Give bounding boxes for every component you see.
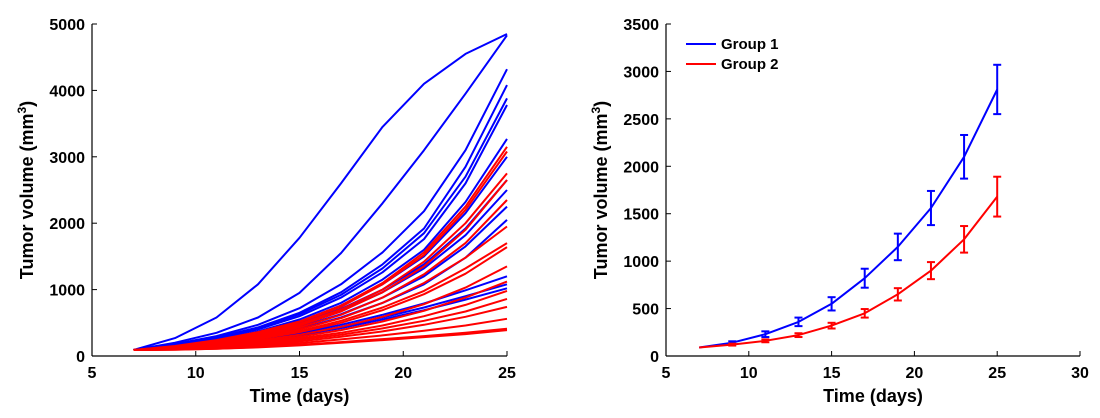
- right-y-tick-label: 0: [650, 349, 659, 366]
- left-x-tick-label: 25: [498, 365, 516, 382]
- right-y-tick-label: 1000: [623, 254, 659, 271]
- left-series-line-group1-0: [133, 33, 508, 351]
- right-y-tick-label: 1500: [623, 207, 659, 224]
- right-y-tick-label: 2500: [623, 112, 659, 129]
- left-y-tick-label: 5000: [49, 17, 85, 34]
- left-y-tick-label: 0: [76, 349, 85, 366]
- right-x-tick-label: 10: [740, 365, 758, 382]
- right-panel: 5 10 15 20 25 30 0 500 1000 1500 2000 2500 3000 3500 T…: [589, 17, 1089, 406]
- right-x-axis-label: Time (days): [823, 386, 923, 406]
- right-y-tick-label: 3500: [623, 17, 659, 34]
- left-x-tick-label: 5: [88, 365, 97, 382]
- right-x-tick-label: 15: [823, 365, 841, 382]
- left-x-tick-label: 20: [394, 365, 412, 382]
- right-legend: Group 1 Group 2: [686, 36, 779, 73]
- left-y-tick-label: 2000: [49, 216, 85, 233]
- left-x-tick-label: 10: [187, 365, 205, 382]
- left-y-tick-label: 4000: [49, 83, 85, 100]
- right-series-line-group-2-1: [699, 195, 998, 349]
- right-x-tick-label: 20: [906, 365, 924, 382]
- left-series-line-group1-1: [133, 34, 508, 351]
- left-y-axis-label: Tumor volume (mm3): [15, 101, 37, 279]
- left-series-line-group2-30: [133, 329, 508, 351]
- left-x-axis-label: Time (days): [250, 386, 350, 406]
- right-x-tick-label: 5: [662, 365, 671, 382]
- right-series-line-group-1-0: [698, 89, 999, 349]
- right-legend-label: Group 2: [721, 56, 779, 73]
- right-y-tick-label: 3000: [623, 64, 659, 81]
- right-y-tick-label: 2000: [623, 159, 659, 176]
- right-y-axis-label: Tumor volume (mm3): [589, 101, 611, 279]
- left-x-tick-label: 15: [291, 365, 309, 382]
- right-x-tick-label: 25: [988, 365, 1006, 382]
- left-panel: 5 10 15 20 25 0 1000 2000 3000 4000 5000 Time (days…: [15, 17, 516, 406]
- left-y-tick-label: 1000: [49, 283, 85, 300]
- right-y-tick-label: 500: [632, 302, 659, 319]
- left-y-tick-label: 3000: [49, 150, 85, 167]
- right-x-tick-label: 30: [1071, 365, 1089, 382]
- right-legend-label: Group 1: [721, 36, 779, 53]
